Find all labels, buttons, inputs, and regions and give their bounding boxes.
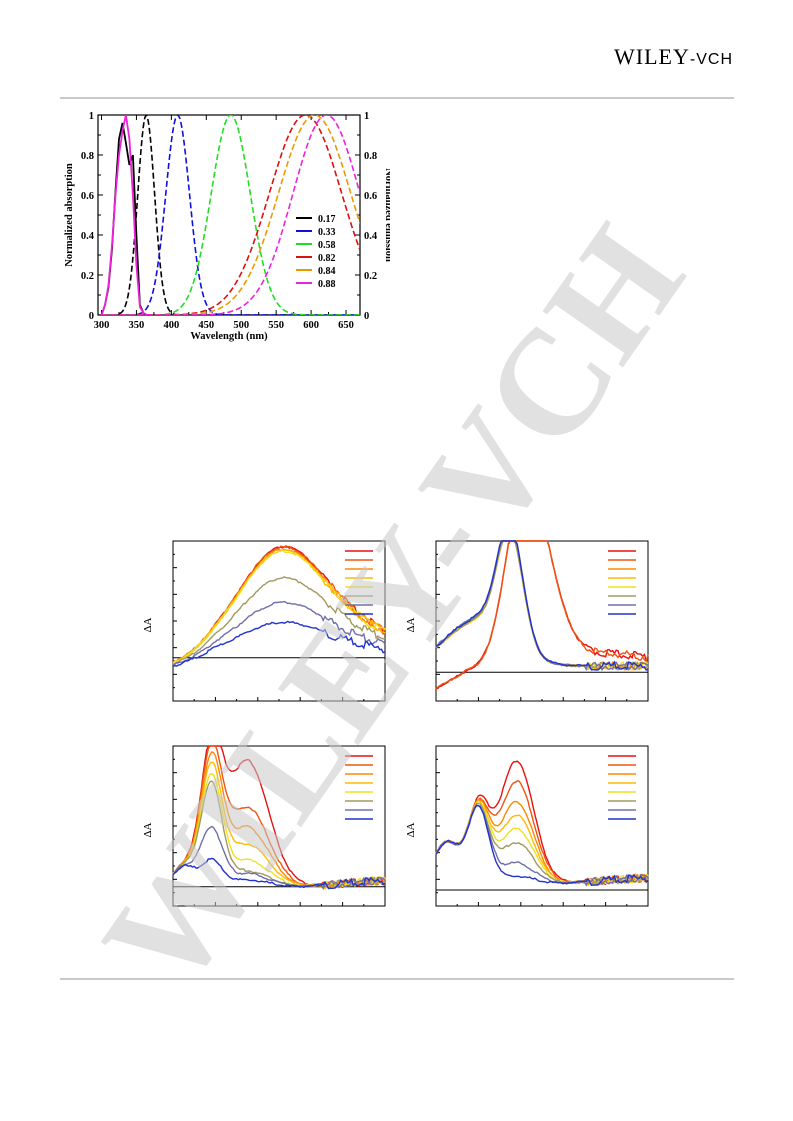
trace-1 bbox=[435, 780, 649, 885]
x-axis-label: Wavelength (nm) bbox=[190, 331, 268, 342]
plot-frame bbox=[172, 540, 386, 702]
trace-5 bbox=[172, 576, 386, 666]
x-tick-label: 550 bbox=[268, 320, 284, 331]
trace-1 bbox=[435, 540, 649, 690]
y2-tick-label: 0.6 bbox=[364, 191, 377, 202]
emission-curve-0.82 bbox=[101, 115, 360, 315]
delta-a-panel-top-right: ΔA bbox=[405, 540, 649, 702]
y-tick-label: 0.4 bbox=[81, 231, 95, 242]
y-tick-label: 0 bbox=[89, 311, 94, 322]
y-tick-label: 0.8 bbox=[81, 151, 94, 162]
x-tick-label: 400 bbox=[163, 320, 179, 331]
emission-curve-0.58 bbox=[101, 115, 360, 315]
x-tick-label: 300 bbox=[94, 320, 110, 331]
trace-4 bbox=[172, 773, 386, 888]
x-tick-label: 650 bbox=[338, 320, 354, 331]
legend-label: 0.84 bbox=[318, 266, 336, 277]
trace-3 bbox=[172, 761, 386, 890]
publisher-sub: VCH bbox=[696, 51, 733, 68]
trace-7 bbox=[172, 857, 386, 890]
publisher-main: WILEY bbox=[614, 44, 690, 69]
y-axis-label: ΔA bbox=[405, 617, 417, 632]
y2-tick-label: 0.8 bbox=[364, 151, 377, 162]
y2-tick-label: 0.2 bbox=[364, 271, 377, 282]
emission-curve-0.84 bbox=[101, 115, 360, 315]
legend-label: 0.58 bbox=[318, 240, 336, 251]
x-tick-label: 450 bbox=[198, 320, 214, 331]
trace-7 bbox=[435, 540, 649, 672]
trace-7 bbox=[435, 804, 649, 887]
y2-axis-label: Normalized emission bbox=[383, 168, 390, 262]
absorption-curve-0.88 bbox=[100, 115, 151, 315]
legend-label: 0.33 bbox=[318, 227, 336, 238]
emission-curve-0.17 bbox=[101, 115, 360, 315]
y-axis-label: ΔA bbox=[405, 822, 417, 837]
y-tick-label: 0.2 bbox=[81, 271, 94, 282]
header-rule bbox=[60, 97, 734, 99]
trace-7 bbox=[172, 620, 386, 667]
y-tick-label: 0.6 bbox=[81, 191, 94, 202]
legend-label: 0.82 bbox=[318, 253, 336, 264]
y-axis-label: ΔA bbox=[142, 617, 154, 632]
trace-2 bbox=[172, 751, 386, 889]
y2-tick-label: 1 bbox=[364, 111, 369, 122]
legend-label: 0.88 bbox=[318, 279, 336, 290]
delta-a-panel-bottom-left: ΔA bbox=[142, 745, 386, 907]
y-axis-label: Normalized absorption bbox=[64, 163, 75, 267]
emission-curve-0.88 bbox=[101, 115, 360, 315]
publisher-sep: - bbox=[689, 51, 697, 68]
trace-6 bbox=[172, 825, 386, 891]
delta-a-panel-top-left: ΔA bbox=[142, 540, 386, 702]
trace-6 bbox=[172, 600, 386, 666]
y2-tick-label: 0.4 bbox=[364, 231, 378, 242]
delta-a-panel-bottom-right: ΔA bbox=[405, 745, 649, 907]
x-tick-label: 600 bbox=[303, 320, 319, 331]
publisher-logo: WILEY-VCH bbox=[614, 44, 733, 70]
footer-rule bbox=[60, 978, 734, 980]
legend-label: 0.17 bbox=[318, 214, 336, 225]
y-axis-label: ΔA bbox=[142, 822, 154, 837]
x-tick-label: 350 bbox=[129, 320, 145, 331]
x-tick-label: 500 bbox=[233, 320, 249, 331]
trace-4 bbox=[172, 549, 386, 663]
y-tick-label: 1 bbox=[89, 111, 94, 122]
y2-tick-label: 0 bbox=[364, 311, 369, 322]
spectra-chart: 300 350 400 450 500 550 600 650 0 0 0.2 0.2 0.4 0.4 0.… bbox=[64, 111, 390, 342]
